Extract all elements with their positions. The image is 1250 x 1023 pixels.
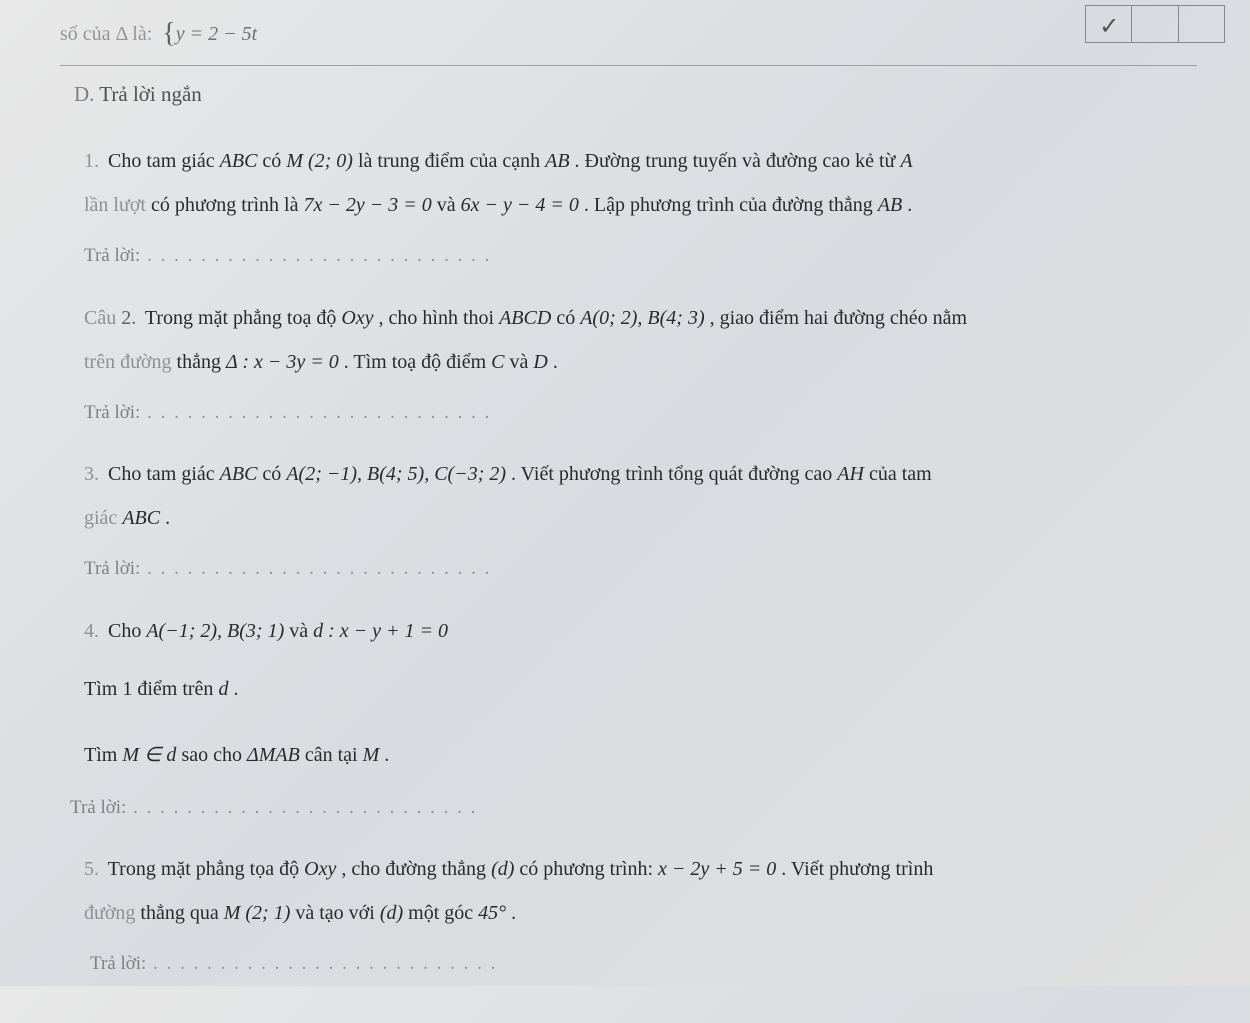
- brace-icon: {: [162, 12, 175, 57]
- top-prefix: số của Δ là:: [60, 18, 152, 50]
- question-4: 4. Cho A(−1; 2), B(3; 1) và d : x − y + …: [84, 609, 1220, 653]
- answer-cell-1: ✓: [1086, 6, 1132, 42]
- answer-cell-2: [1132, 6, 1178, 42]
- question-1: 1. Cho tam giác ABC có M (2; 0) là trung…: [84, 139, 1220, 227]
- q4-sub-b: Tìm M ∈ d sao cho ΔMAB cân tại M .: [84, 731, 1220, 779]
- top-fragment: số của Δ là: { y = 2 − 5t: [60, 12, 1220, 57]
- answer-cell-3: [1179, 6, 1224, 42]
- question-2: Câu 2. Trong mặt phẳng toạ độ Oxy , cho …: [84, 296, 1220, 384]
- check-icon: ✓: [1099, 8, 1119, 46]
- section-title: Trả lời ngắn: [99, 82, 202, 106]
- page-container: ✓ số của Δ là: { y = 2 − 5t D. Trả lời n…: [0, 0, 1250, 1023]
- q5-line1: 5. Trong mặt phẳng tọa độ Oxy , cho đườn…: [84, 847, 1220, 891]
- q3-line1: 3. Cho tam giác ABC có A(2; −1), B(4; 5)…: [84, 452, 1220, 496]
- answer-box-top: ✓: [1085, 5, 1225, 43]
- answer-line-4: Trả lời: . . . . . . . . . . . . . . . .…: [70, 793, 1220, 823]
- answer-line-2: Trả lời: . . . . . . . . . . . . . . . .…: [84, 398, 1220, 428]
- top-equation: y = 2 − 5t: [176, 18, 257, 50]
- q3-num: 3.: [84, 463, 99, 485]
- q2-line1: Câu 2. Trong mặt phẳng toạ độ Oxy , cho …: [84, 296, 1220, 340]
- q3-line2: giác ABC .: [84, 496, 1220, 540]
- section-header: D. Trả lời ngắn: [74, 78, 1220, 112]
- q2-line2: trên đường thẳng Δ : x − 3y = 0 . Tìm to…: [84, 340, 1220, 384]
- q1-line2: lần lượt có phương trình là 7x − 2y − 3 …: [84, 183, 1220, 227]
- q4-sub-a: Tìm 1 điểm trên d .: [84, 665, 1220, 713]
- section-num: D.: [74, 82, 94, 106]
- q1-line1: 1. Cho tam giác ABC có M (2; 0) là trung…: [84, 139, 1220, 183]
- q4-num: 4.: [84, 620, 99, 642]
- q2-num: 2.: [121, 307, 136, 329]
- answer-line-1: Trả lời: . . . . . . . . . . . . . . . .…: [84, 241, 1220, 271]
- question-3: 3. Cho tam giác ABC có A(2; −1), B(4; 5)…: [84, 452, 1220, 540]
- horizontal-rule: [60, 65, 1197, 66]
- answer-line-3: Trả lời: . . . . . . . . . . . . . . . .…: [84, 554, 1220, 584]
- q1-num: 1.: [84, 150, 99, 172]
- q4-line1: 4. Cho A(−1; 2), B(3; 1) và d : x − y + …: [84, 609, 1220, 653]
- answer-line-5: Trả lời: . . . . . . . . . . . . . . . .…: [90, 949, 1220, 979]
- q5-line2: đường thẳng qua M (2; 1) và tạo với (d) …: [84, 891, 1220, 935]
- question-5: 5. Trong mặt phẳng tọa độ Oxy , cho đườn…: [84, 847, 1220, 935]
- q5-num: 5.: [84, 858, 99, 880]
